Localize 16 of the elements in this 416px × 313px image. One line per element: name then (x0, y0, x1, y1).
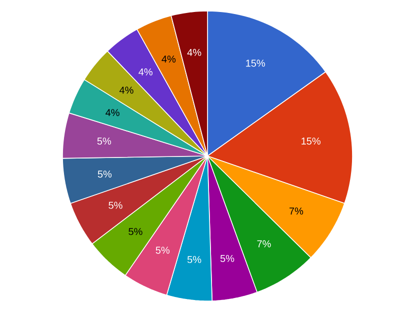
data-label: 7% (257, 240, 271, 248)
data-label: 15% (302, 138, 320, 145)
data-label: 4% (119, 86, 134, 94)
data-label: 4% (138, 68, 152, 76)
data-label: 15% (246, 60, 265, 67)
data-label: 4% (162, 56, 176, 63)
data-label: 5% (128, 228, 142, 236)
data-label: 4% (106, 109, 120, 116)
data-label: 5% (97, 138, 112, 145)
data-label: 5% (98, 170, 112, 178)
data-label: 7% (290, 208, 304, 215)
data-label: 5% (220, 254, 234, 262)
data-label: 5% (108, 202, 122, 209)
data-label: 5% (156, 246, 170, 254)
data-label: 4% (187, 48, 202, 56)
data-label: 5% (187, 256, 202, 264)
